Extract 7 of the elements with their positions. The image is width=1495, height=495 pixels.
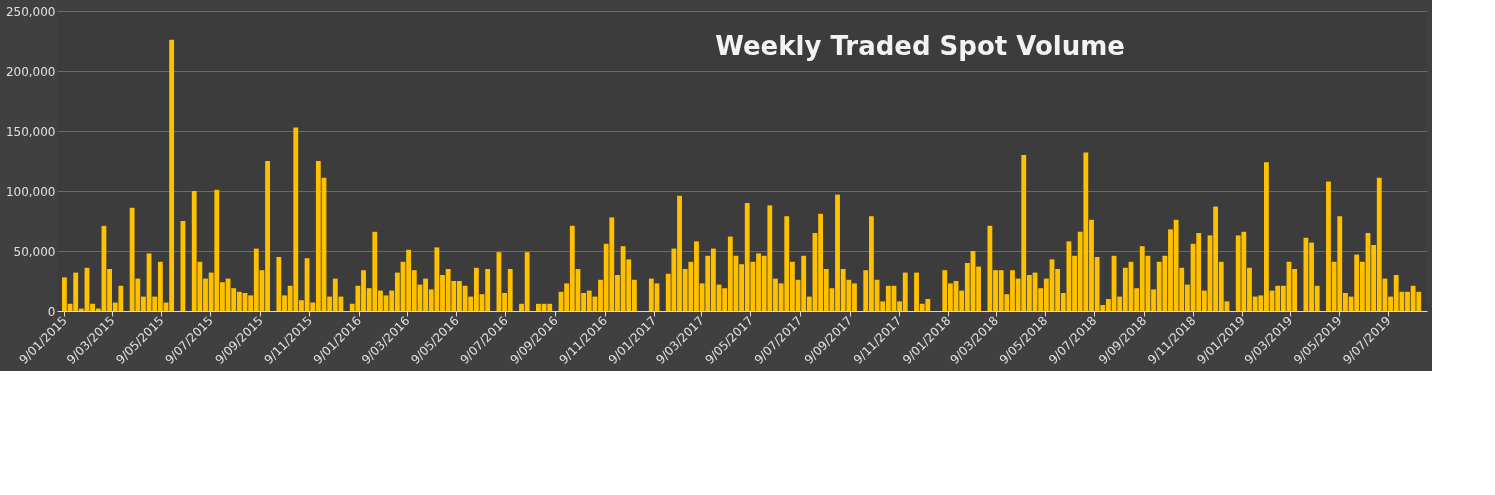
y-tick-label: 200,000	[5, 64, 56, 79]
y-tick-label: 50,000	[13, 244, 56, 259]
y-tick-label: 150,000	[5, 124, 56, 139]
y-tick-label: 0	[47, 304, 56, 319]
y-tick-label: 250,000	[5, 4, 56, 19]
y-tick-label: 100,000	[5, 184, 56, 199]
text: Weekly Traded Spot Volume	[715, 31, 1125, 61]
